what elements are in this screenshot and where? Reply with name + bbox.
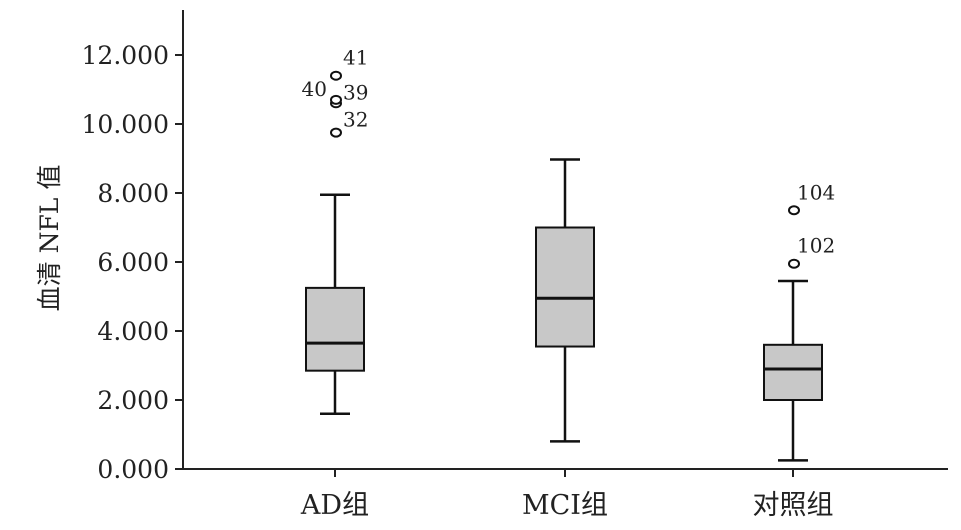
x-axis-labels: AD组 MCI组 对照组	[300, 469, 834, 521]
outlier-point	[330, 127, 342, 138]
outlier-label: 104	[797, 180, 835, 204]
outlier-label: 32	[343, 108, 368, 132]
y-tick-label: 6.000	[97, 248, 169, 277]
outlier-point	[788, 258, 800, 269]
boxes: 32 39 40 41 102 104	[302, 46, 835, 462]
box-group	[535, 158, 595, 443]
y-tick-label: 12.000	[82, 41, 169, 70]
outlier-label: 39	[343, 80, 368, 104]
x-tick-label: MCI组	[522, 490, 608, 521]
x-tick-label: 对照组	[753, 490, 834, 521]
iqr-box	[535, 226, 595, 348]
y-axis-title: 血清 NFL 值	[35, 165, 64, 312]
iqr-box	[763, 343, 823, 401]
outlier-point	[330, 94, 342, 105]
y-axis-ticks: 0.000 2.000 4.000 6.000 8.000 10.000 12.000	[82, 41, 183, 484]
box-group: 102 104	[763, 180, 835, 462]
y-tick-label: 10.000	[82, 110, 169, 139]
x-tick-label: AD组	[300, 490, 369, 521]
y-tick-label: 4.000	[97, 317, 169, 346]
y-tick-label: 2.000	[97, 386, 169, 415]
box-group: 32 39 40 41	[302, 46, 368, 416]
outlier-label: 102	[797, 234, 835, 258]
iqr-box	[305, 286, 365, 372]
y-tick-label: 0.000	[97, 455, 169, 484]
outlier-point	[330, 70, 342, 81]
outlier-label: 40	[302, 77, 327, 101]
outlier-label: 41	[343, 46, 368, 70]
y-tick-label: 8.000	[97, 179, 169, 208]
outlier-point	[788, 205, 800, 216]
